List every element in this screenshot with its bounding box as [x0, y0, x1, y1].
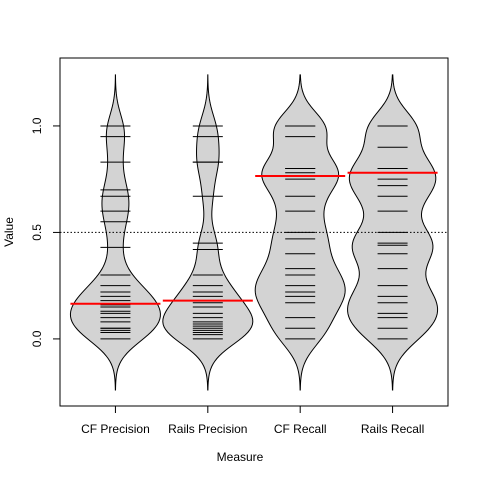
- y-tick-label: 0.0: [30, 330, 44, 347]
- y-tick-label: 0.5: [30, 224, 44, 241]
- x-tick-label: CF Precision: [81, 422, 150, 436]
- bean-density: [69, 74, 161, 391]
- x-axis-label: Measure: [217, 450, 264, 464]
- y-tick-label: 1.0: [30, 117, 44, 134]
- x-tick-label: Rails Recall: [361, 422, 424, 436]
- y-axis-label: Value: [2, 217, 16, 247]
- x-tick-label: CF Recall: [274, 422, 327, 436]
- x-tick-label: Rails Precision: [168, 422, 247, 436]
